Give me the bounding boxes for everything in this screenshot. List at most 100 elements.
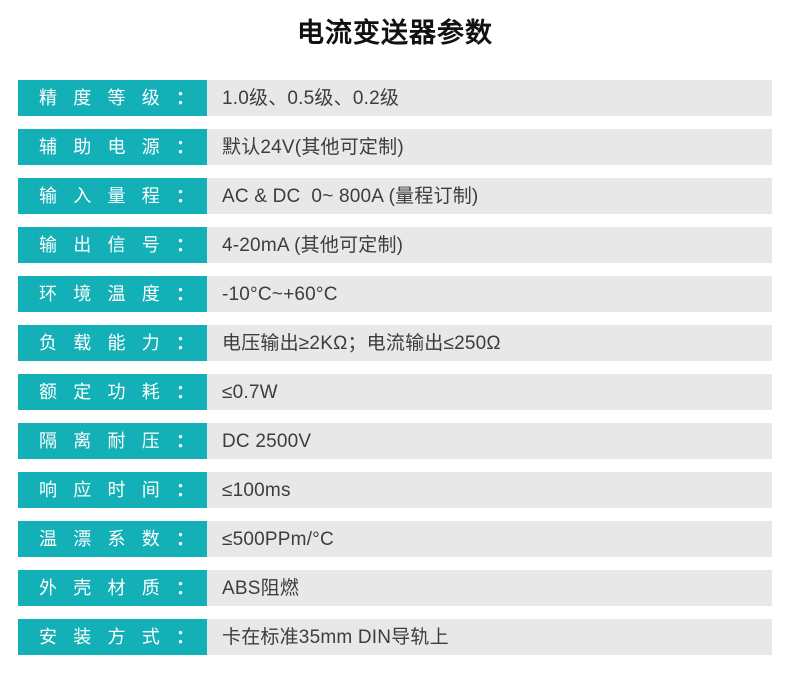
spec-value: ABS阻燃: [222, 577, 300, 599]
label-char: 境: [73, 284, 92, 304]
spec-value-cell: 电压输出≥2KΩ；电流输出≤250Ω: [207, 325, 772, 361]
spec-row: 负载能力 ： 电压输出≥2KΩ；电流输出≤250Ω: [18, 325, 772, 361]
label-colon: ：: [176, 529, 194, 549]
label-char: 耐: [107, 431, 126, 451]
spec-value-cell: -10°C~+60°C: [207, 276, 772, 312]
label-char: 号: [141, 235, 160, 255]
label-char: 等: [107, 88, 126, 108]
spec-label: 温漂系数 ：: [18, 521, 207, 557]
spec-row: 安装方式 ： 卡在标准35mm DIN导轨上: [18, 619, 772, 655]
label-char: 系: [107, 529, 126, 549]
label-char: 度: [73, 88, 92, 108]
label-char: 隔: [39, 431, 57, 451]
label-colon: ：: [176, 284, 194, 304]
spec-label: 精度等级 ：: [18, 80, 207, 116]
spec-value: AC & DC 0~ 800A (量程订制): [222, 185, 479, 207]
spec-label: 响应时间 ：: [18, 472, 207, 508]
label-char: 式: [141, 627, 160, 647]
spec-value-cell: 1.0级、0.5级、0.2级: [207, 80, 772, 116]
spec-row: 温漂系数 ： ≤500PPm/°C: [18, 521, 772, 557]
label-char: 精: [39, 88, 57, 108]
spec-row: 隔离耐压 ： DC 2500V: [18, 423, 772, 459]
label-char: 外: [39, 578, 57, 598]
spec-value: 4-20mA (其他可定制): [222, 234, 404, 256]
label-colon: ：: [176, 578, 194, 598]
spec-value-cell: 卡在标准35mm DIN导轨上: [207, 619, 772, 655]
label-char: 额: [39, 382, 57, 402]
label-char: 辅: [39, 137, 57, 157]
label-char: 源: [141, 137, 160, 157]
spec-row: 响应时间 ： ≤100ms: [18, 472, 772, 508]
spec-label: 辅助电源 ：: [18, 129, 207, 165]
label-colon: ：: [176, 431, 194, 451]
label-char: 环: [39, 284, 57, 304]
label-char: 装: [73, 627, 92, 647]
label-char: 数: [141, 529, 160, 549]
spec-label: 安装方式 ：: [18, 619, 207, 655]
label-char: 电: [107, 137, 126, 157]
spec-value-cell: DC 2500V: [207, 423, 772, 459]
spec-row: 辅助电源 ： 默认24V(其他可定制): [18, 129, 772, 165]
spec-row: 精度等级 ： 1.0级、0.5级、0.2级: [18, 80, 772, 116]
spec-value-cell: 默认24V(其他可定制): [207, 129, 772, 165]
label-char: 离: [73, 431, 92, 451]
label-char: 输: [39, 186, 57, 206]
label-colon: ：: [176, 235, 194, 255]
label-char: 材: [107, 578, 126, 598]
spec-row: 输出信号 ： 4-20mA (其他可定制): [18, 227, 772, 263]
spec-value-cell: ≤0.7W: [207, 374, 772, 410]
label-char: 响: [39, 480, 57, 500]
spec-value: ≤100ms: [222, 479, 291, 501]
spec-label: 负载能力 ：: [18, 325, 207, 361]
spec-label: 额定功耗 ：: [18, 374, 207, 410]
label-char: 压: [141, 431, 160, 451]
label-char: 壳: [73, 578, 92, 598]
spec-value: 电压输出≥2KΩ；电流输出≤250Ω: [222, 332, 501, 354]
label-char: 安: [39, 627, 57, 647]
spec-value: 卡在标准35mm DIN导轨上: [222, 626, 449, 648]
label-char: 度: [141, 284, 160, 304]
spec-value: ≤500PPm/°C: [222, 528, 334, 550]
label-char: 漂: [73, 529, 92, 549]
label-char: 载: [73, 333, 92, 353]
label-colon: ：: [176, 480, 194, 500]
label-char: 温: [107, 284, 126, 304]
label-colon: ：: [176, 627, 194, 647]
spec-row: 输入量程 ： AC & DC 0~ 800A (量程订制): [18, 178, 772, 214]
spec-row: 额定功耗 ： ≤0.7W: [18, 374, 772, 410]
label-colon: ：: [176, 137, 194, 157]
label-char: 间: [141, 480, 160, 500]
label-char: 质: [141, 578, 160, 598]
label-char: 温: [39, 529, 57, 549]
label-char: 功: [107, 382, 126, 402]
label-char: 耗: [141, 382, 160, 402]
spec-row: 环境温度 ： -10°C~+60°C: [18, 276, 772, 312]
spec-value-cell: ABS阻燃: [207, 570, 772, 606]
label-char: 应: [73, 480, 92, 500]
spec-row: 外壳材质 ： ABS阻燃: [18, 570, 772, 606]
label-colon: ：: [176, 333, 194, 353]
label-char: 能: [107, 333, 126, 353]
spec-value: DC 2500V: [222, 430, 312, 452]
spec-label: 环境温度 ：: [18, 276, 207, 312]
spec-value-cell: AC & DC 0~ 800A (量程订制): [207, 178, 772, 214]
label-char: 时: [107, 480, 126, 500]
spec-value: 默认24V(其他可定制): [222, 136, 404, 158]
label-char: 程: [141, 186, 160, 206]
label-char: 量: [107, 186, 126, 206]
spec-value-cell: ≤100ms: [207, 472, 772, 508]
label-char: 力: [141, 333, 160, 353]
label-char: 输: [39, 235, 57, 255]
label-char: 级: [141, 88, 160, 108]
spec-value: 1.0级、0.5级、0.2级: [222, 87, 400, 109]
spec-table: 精度等级： 1.0级、0.5级、0.2级 辅助电源： 默认24V(其他可定制) …: [18, 80, 772, 655]
spec-value-cell: 4-20mA (其他可定制): [207, 227, 772, 263]
label-colon: ：: [176, 382, 194, 402]
label-char: 负: [39, 333, 57, 353]
label-colon: ：: [176, 88, 194, 108]
spec-label: 外壳材质 ：: [18, 570, 207, 606]
spec-label: 输出信号 ：: [18, 227, 207, 263]
label-char: 出: [73, 235, 92, 255]
label-char: 方: [107, 627, 126, 647]
label-char: 助: [73, 137, 92, 157]
